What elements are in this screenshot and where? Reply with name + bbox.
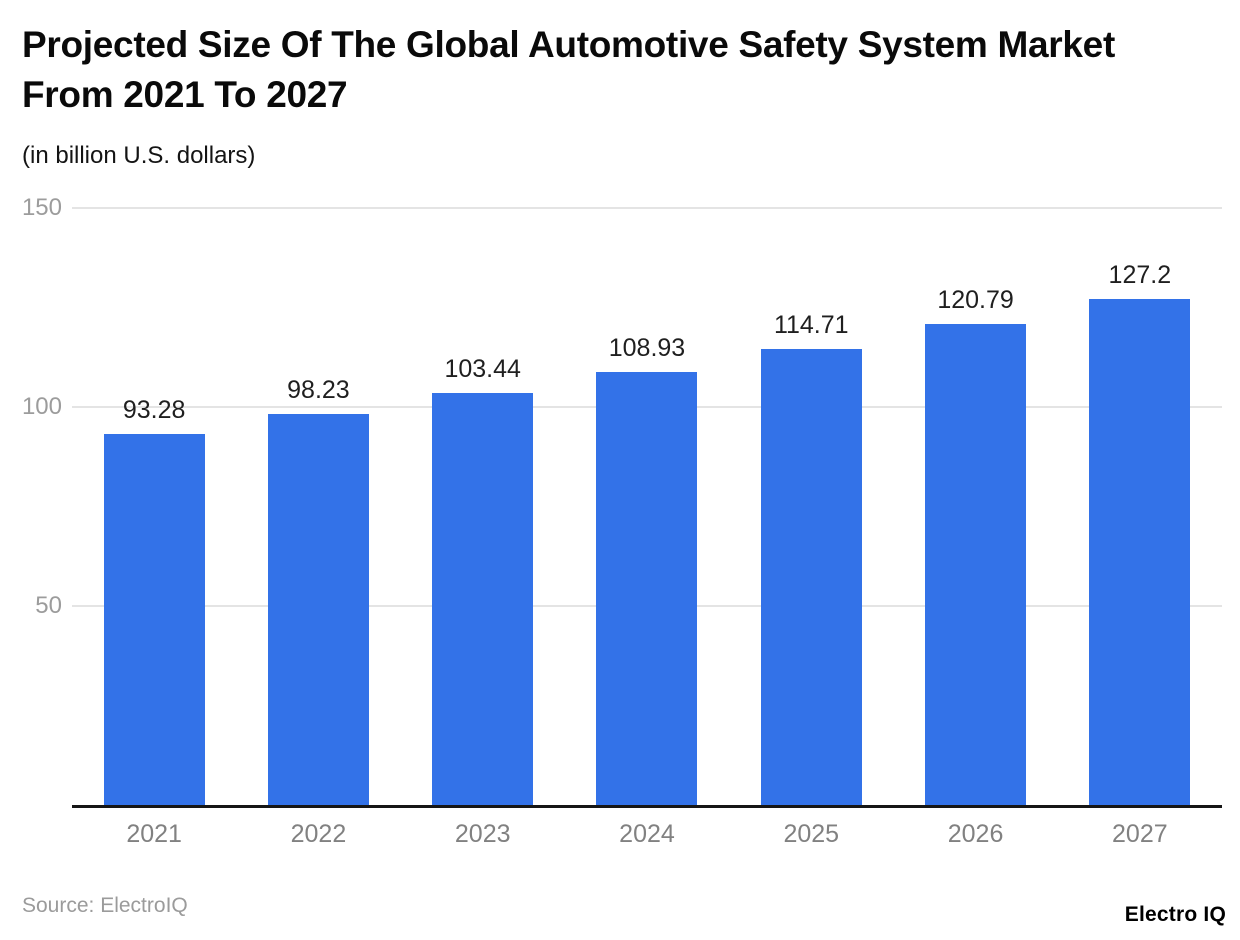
bar-group: 127.2 bbox=[1058, 261, 1222, 805]
chart-subtitle: (in billion U.S. dollars) bbox=[22, 142, 256, 169]
y-tick-label: 150 bbox=[21, 194, 62, 221]
x-tick-label: 2021 bbox=[126, 820, 182, 848]
bar-group: 98.23 bbox=[236, 376, 400, 805]
bar[interactable] bbox=[432, 393, 534, 805]
bar-value-label: 103.44 bbox=[444, 355, 521, 384]
x-axis-line bbox=[72, 805, 1222, 808]
bar-value-label: 114.71 bbox=[773, 310, 849, 339]
x-tick-label: 2027 bbox=[1112, 820, 1168, 848]
bar[interactable] bbox=[1089, 298, 1191, 805]
bar-value-label: 120.79 bbox=[937, 286, 1014, 315]
bar-group: 108.93 bbox=[565, 333, 729, 805]
bar-group: 114.71 bbox=[729, 310, 893, 805]
bar[interactable] bbox=[925, 324, 1027, 805]
brand-logo: Electro IQ bbox=[1124, 903, 1226, 926]
x-tick-label: 2022 bbox=[290, 820, 347, 848]
bar[interactable] bbox=[596, 371, 698, 805]
chart-title: Projected Size Of The Global Automotive … bbox=[22, 24, 1115, 115]
gridline-150 bbox=[72, 207, 1222, 209]
bars-row: 93.28 98.23 103.44 108.93 114.71 120.79 … bbox=[72, 208, 1222, 805]
bar-value-label: 98.23 bbox=[287, 376, 350, 404]
x-tick-label: 2023 bbox=[454, 820, 511, 848]
bar[interactable] bbox=[760, 348, 862, 805]
bar-group: 120.79 bbox=[893, 286, 1057, 805]
bar-value-label: 93.28 bbox=[122, 395, 186, 424]
bar-value-label: 127.2 bbox=[1108, 260, 1172, 289]
bar-value-label: 108.93 bbox=[608, 333, 686, 362]
x-tick-label: 2025 bbox=[783, 820, 840, 848]
bar[interactable] bbox=[103, 433, 205, 805]
bar-group: 93.28 bbox=[72, 396, 236, 805]
bar-group: 103.44 bbox=[401, 355, 565, 805]
x-tick-label: 2026 bbox=[947, 820, 1004, 848]
x-tick-label: 2024 bbox=[619, 820, 675, 848]
bar[interactable] bbox=[267, 414, 369, 805]
y-tick-label: 50 bbox=[35, 592, 62, 619]
y-tick-label: 100 bbox=[21, 393, 62, 420]
plot-area: 150 100 50 93.28 98.23 103.44 108.93 114… bbox=[22, 194, 1222, 848]
source-text: Source: ElectroIQ bbox=[22, 894, 188, 917]
x-labels-row: 2021 2022 2023 2024 2025 2026 2027 bbox=[72, 820, 1222, 849]
